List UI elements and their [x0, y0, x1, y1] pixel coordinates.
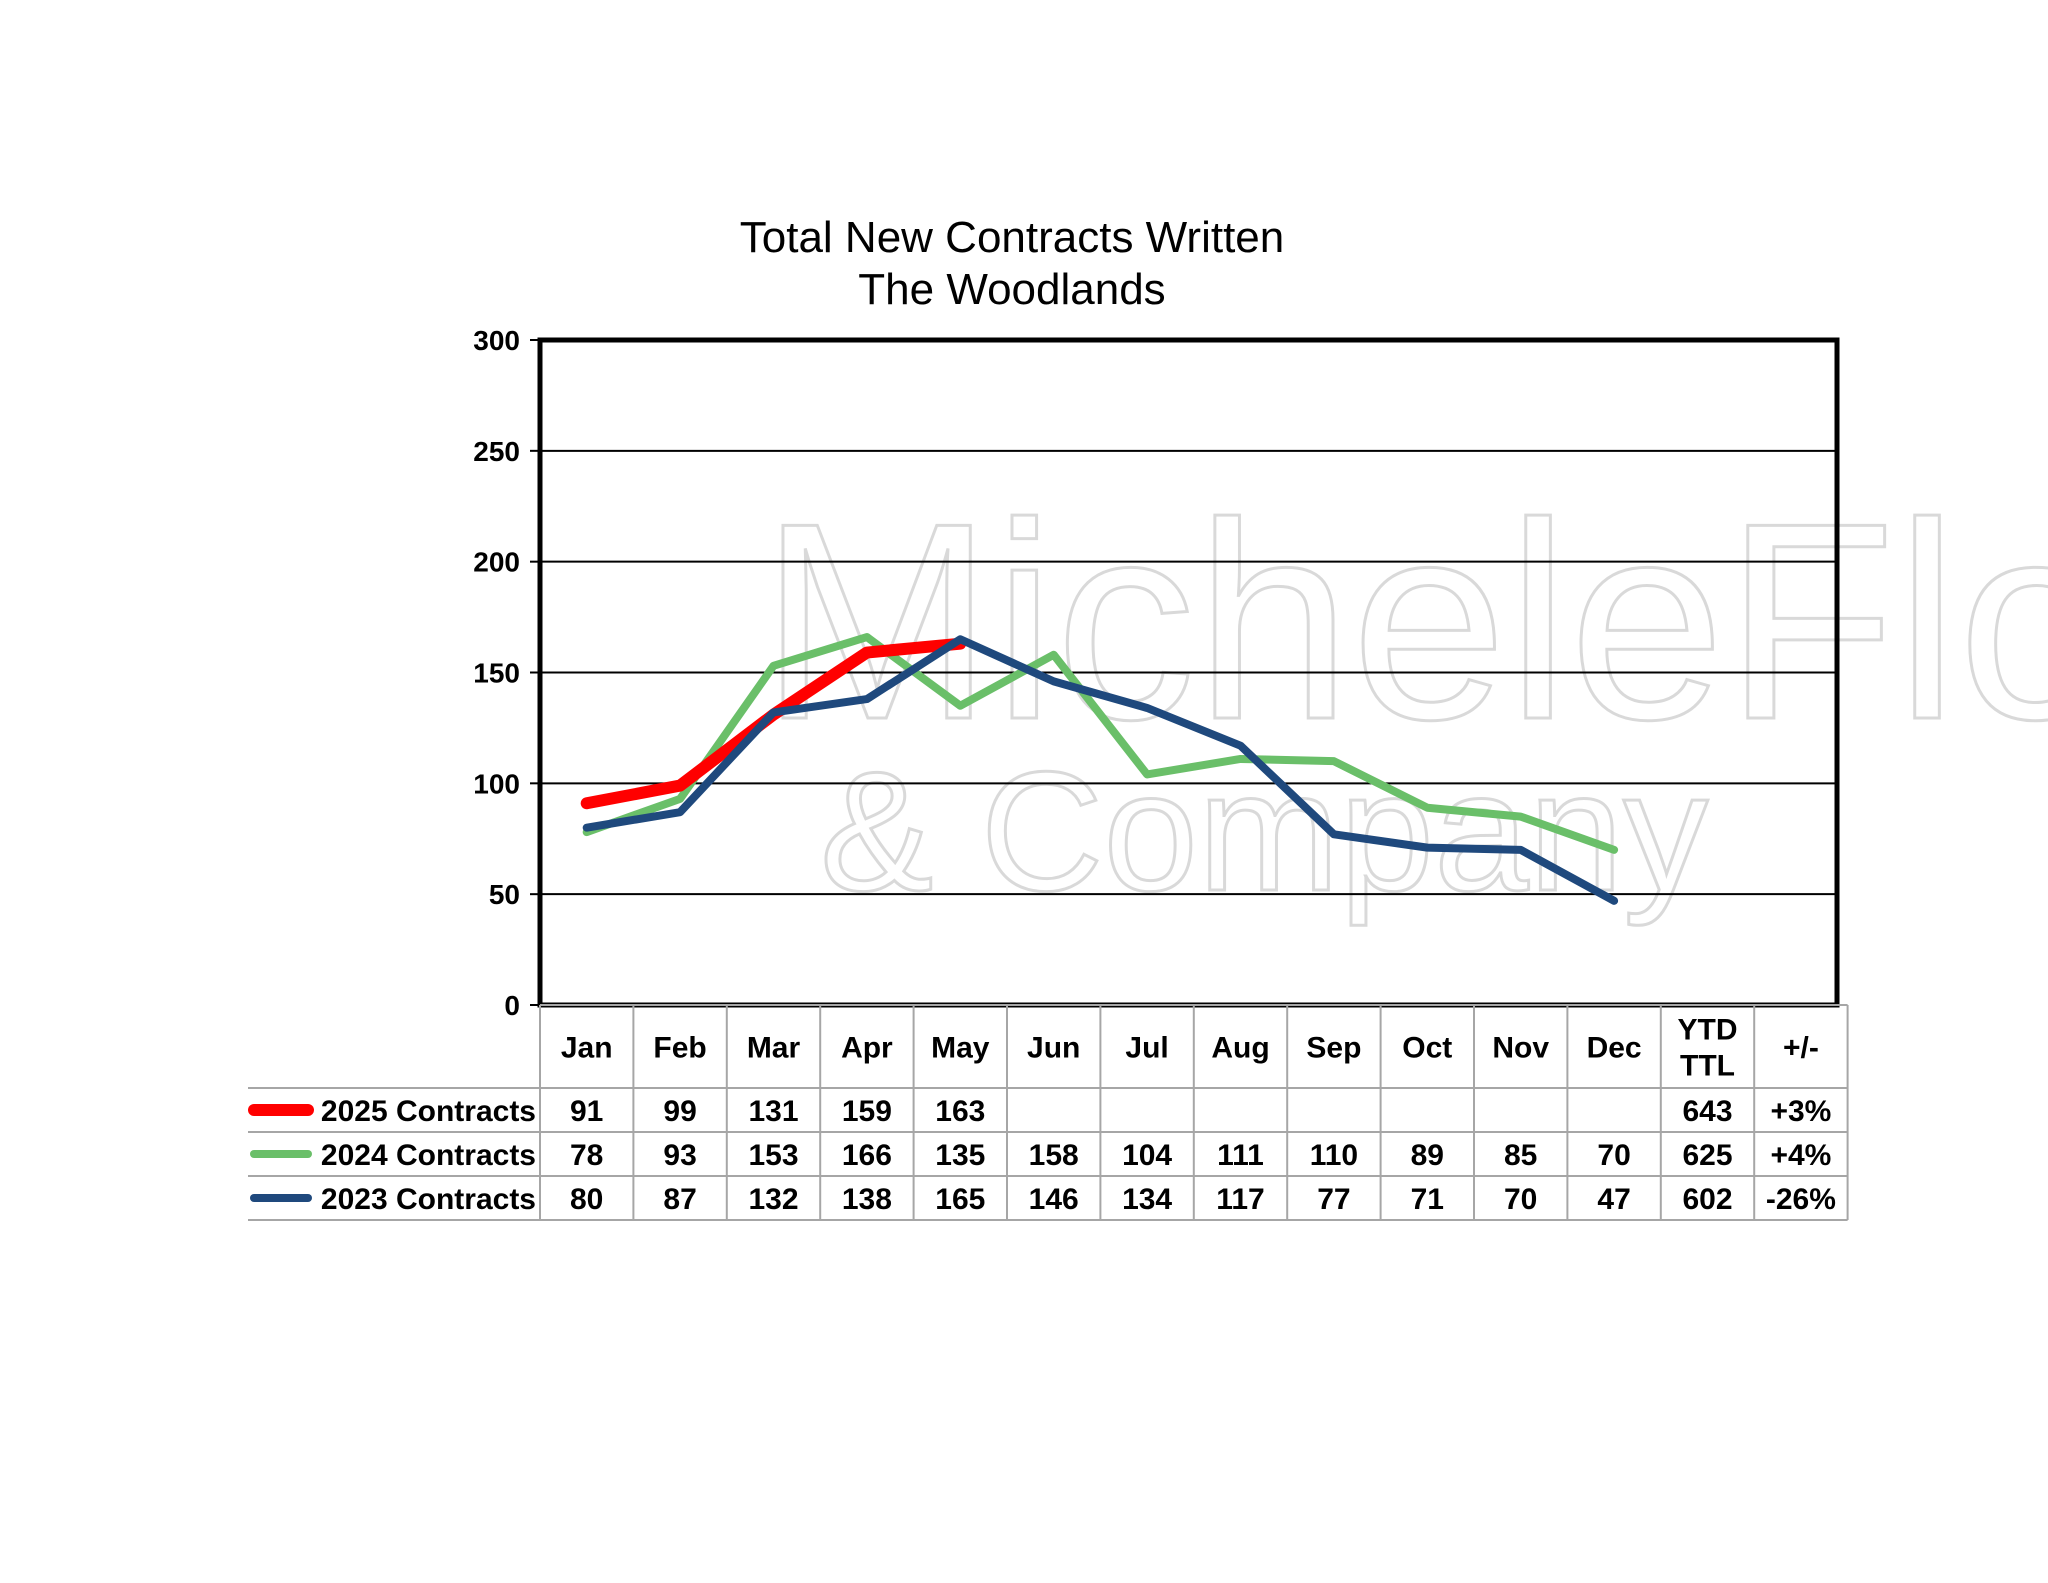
table-cell-1-13: +4% — [1770, 1139, 1831, 1172]
y-tick-label-250: 250 — [473, 436, 520, 467]
watermark-line1: MicheleFlory — [760, 466, 2048, 779]
table-cell-2-6: 134 — [1122, 1183, 1172, 1216]
legend-label-2: 2023 Contracts — [321, 1183, 536, 1216]
table-header-10: Nov — [1492, 1032, 1549, 1065]
y-tick-label-200: 200 — [473, 547, 520, 578]
data-table: Jan Feb Mar Apr May Jun Jul Aug Sep Oct Nov Dec YTDT… — [248, 1004, 1849, 1221]
gridlines — [540, 449, 1837, 896]
y-tick-label-150: 150 — [473, 658, 520, 689]
y-tick-label-100: 100 — [473, 768, 520, 799]
table-cell-1-10: 85 — [1504, 1139, 1537, 1172]
table-cell-0-0: 91 — [570, 1095, 603, 1128]
table-cell-1-6: 104 — [1122, 1139, 1172, 1172]
table-header-9: Oct — [1402, 1032, 1452, 1065]
table-cell-0-3: 159 — [842, 1095, 892, 1128]
chart-subtitle: The Woodlands — [858, 265, 1165, 314]
table-cell-2-5: 146 — [1029, 1183, 1079, 1216]
table-cell-1-11: 70 — [1597, 1139, 1630, 1172]
table-cell-1-2: 153 — [748, 1139, 798, 1172]
legend-label-0: 2025 Contracts — [321, 1095, 536, 1128]
table-cell-2-8: 77 — [1317, 1183, 1350, 1216]
table-cell-2-2: 132 — [748, 1183, 798, 1216]
y-tick-label-300: 300 — [473, 325, 520, 356]
y-tick-label-50: 50 — [489, 879, 520, 910]
table-cell-1-1: 93 — [663, 1139, 696, 1172]
table-cell-2-10: 70 — [1504, 1183, 1537, 1216]
table-header-4: May — [931, 1032, 990, 1065]
table-cell-2-7: 117 — [1216, 1183, 1264, 1216]
table-cell-2-3: 138 — [842, 1183, 892, 1216]
table-cell-2-1: 87 — [663, 1183, 696, 1216]
table-cell-1-4: 135 — [935, 1139, 985, 1172]
table-cell-1-12: 625 — [1682, 1139, 1732, 1172]
table-header-1: Feb — [653, 1032, 706, 1065]
table-header-7: Aug — [1211, 1032, 1269, 1065]
table-header-13: +/- — [1783, 1032, 1819, 1065]
table-cell-1-3: 166 — [842, 1139, 892, 1172]
table-cell-2-4: 165 — [935, 1183, 985, 1216]
table-header-3: Apr — [841, 1032, 893, 1065]
table-cell-0-13: +3% — [1770, 1095, 1831, 1128]
table-header-0: Jan — [561, 1032, 613, 1065]
table-cell-1-9: 89 — [1411, 1139, 1444, 1172]
table-cell-2-13: -26% — [1766, 1183, 1836, 1216]
table-cell-2-9: 71 — [1411, 1183, 1444, 1216]
table-cell-2-12: 602 — [1682, 1183, 1732, 1216]
table-cell-1-7: 111 — [1217, 1139, 1264, 1172]
table-cell-2-11: 47 — [1597, 1183, 1630, 1216]
table-cell-1-5: 158 — [1029, 1139, 1079, 1172]
table-cell-0-2: 131 — [748, 1095, 798, 1128]
y-tick-label-0: 0 — [504, 990, 520, 1021]
table-cell-1-0: 78 — [570, 1139, 603, 1172]
legend-label-1: 2024 Contracts — [321, 1139, 536, 1172]
series-lines — [580, 633, 1619, 905]
table-header-5: Jun — [1027, 1032, 1080, 1065]
table-header-8: Sep — [1306, 1032, 1361, 1065]
series-line-2024 — [582, 633, 1619, 854]
table-header-12-1: TTL — [1680, 1050, 1735, 1083]
table-cell-2-0: 80 — [570, 1183, 603, 1216]
table-cell-0-1: 99 — [663, 1095, 696, 1128]
table-cell-1-8: 110 — [1310, 1139, 1358, 1172]
series-line-2023 — [582, 635, 1619, 905]
table-header-12-0: YTD — [1678, 1014, 1738, 1047]
chart-title: Total New Contracts Written — [740, 213, 1284, 262]
table-header-6: Jul — [1125, 1032, 1168, 1065]
table-header-2: Mar — [747, 1032, 801, 1065]
table-cell-0-4: 163 — [935, 1095, 985, 1128]
y-axis: 0 50 100 150 200 250 300 — [473, 325, 540, 1021]
table-cell-0-12: 643 — [1682, 1095, 1732, 1128]
table-header-11: Dec — [1587, 1032, 1642, 1065]
